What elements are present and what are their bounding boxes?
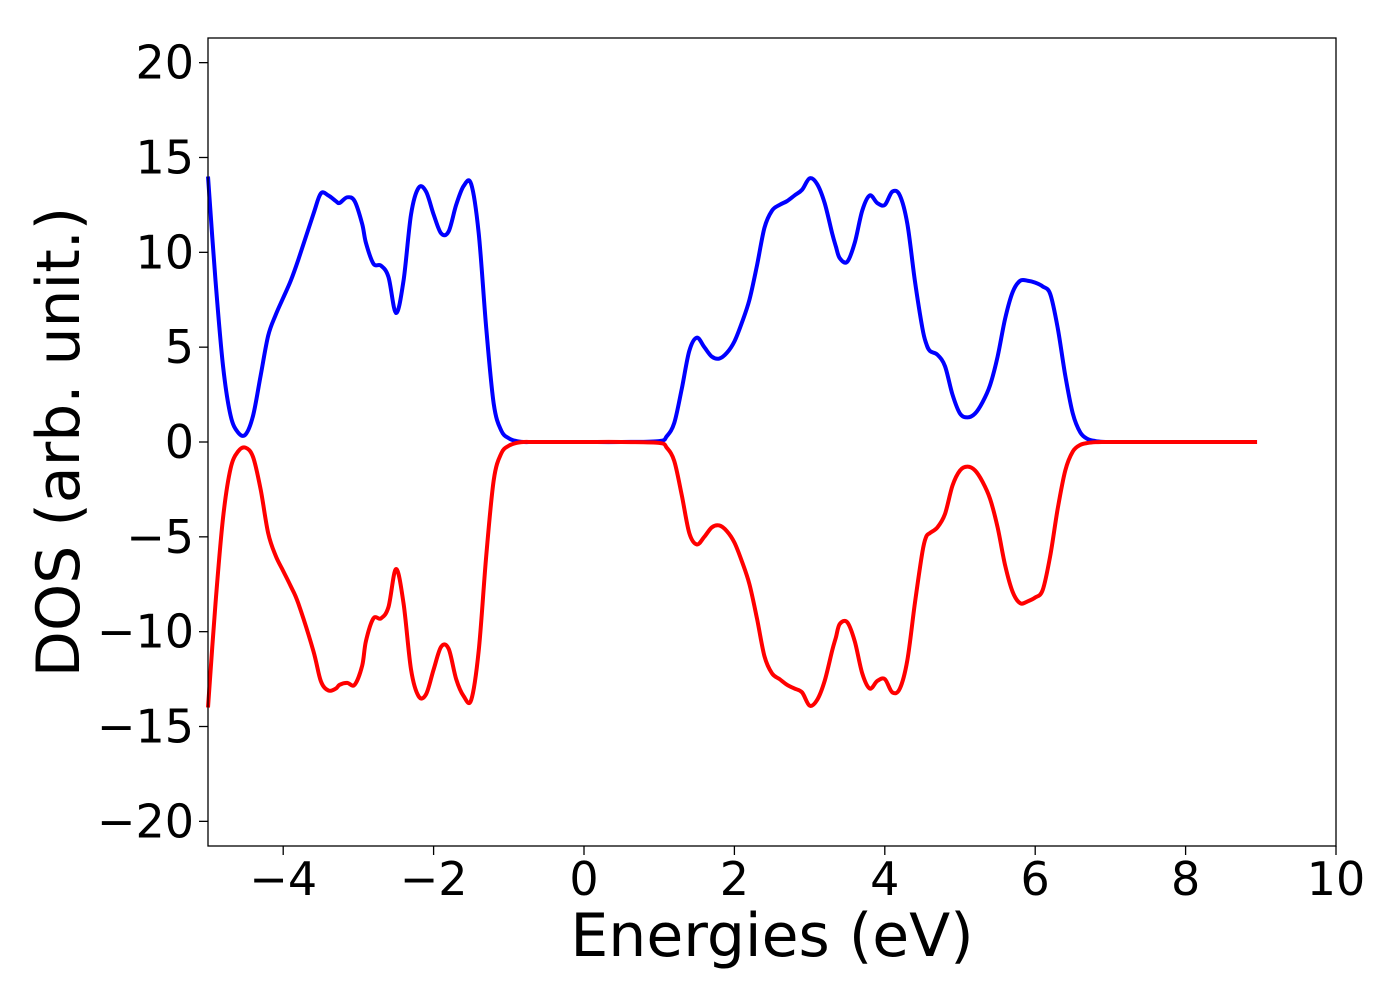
x-tick-label: 4 — [870, 852, 899, 906]
x-tick-label: −2 — [400, 852, 468, 906]
spin-up-dos-line — [206, 176, 1258, 445]
x-axis-ticks: −4 −2 0 2 4 6 8 10 — [249, 846, 1365, 906]
y-tick-label: 5 — [165, 320, 194, 374]
x-axis-title: Energies (eV) — [570, 901, 973, 971]
y-tick-label: 15 — [135, 130, 194, 184]
x-tick-label: 2 — [720, 852, 749, 906]
series-layer — [206, 176, 1258, 708]
x-tick-label: 6 — [1021, 852, 1050, 906]
y-tick-label: 20 — [135, 36, 194, 90]
y-tick-label: −10 — [97, 605, 194, 659]
y-tick-label: 10 — [135, 225, 194, 279]
y-tick-label: −20 — [97, 794, 194, 848]
x-tick-label: −4 — [249, 852, 317, 906]
x-tick-label: 8 — [1171, 852, 1200, 906]
x-tick-label: 0 — [569, 852, 598, 906]
y-tick-label: 0 — [165, 415, 194, 469]
x-tick-label: 10 — [1307, 852, 1366, 906]
y-axis-title: DOS (arb. unit.) — [24, 207, 94, 677]
y-axis-ticks: −20 −15 −10 −5 0 5 10 15 20 — [97, 36, 208, 848]
y-tick-label: −5 — [126, 510, 194, 564]
y-tick-label: −15 — [97, 700, 194, 754]
spin-down-dos-line — [206, 439, 1258, 708]
